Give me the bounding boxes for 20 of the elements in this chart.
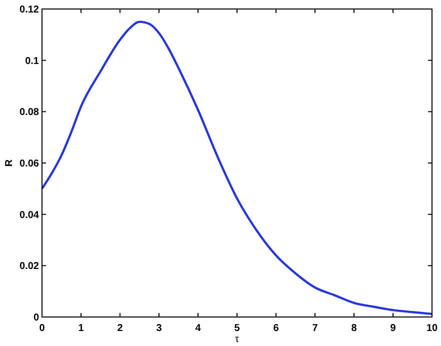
y-tick-label: 0.1 xyxy=(25,56,40,67)
y-tick-label: 0 xyxy=(33,312,40,324)
x-tick-label: 10 xyxy=(426,323,438,334)
x-axis-title: τ xyxy=(235,334,240,345)
y-tick-label: 0.12 xyxy=(20,4,40,16)
x-tick-label: 6 xyxy=(273,323,280,334)
y-axis-title: R xyxy=(4,158,15,167)
line-series xyxy=(40,20,434,316)
x-tick-label: 8 xyxy=(351,323,358,334)
y-tick-label: 0.04 xyxy=(20,210,40,221)
x-tick-label: 7 xyxy=(312,323,318,334)
x-tick-label: 1 xyxy=(78,323,84,334)
x-tick-label: 4 xyxy=(195,323,202,334)
x-tick-label: 2 xyxy=(117,323,124,334)
x-tick-label: 9 xyxy=(390,323,396,334)
y-tick-label: 0.02 xyxy=(20,261,40,272)
x-tick-label: 3 xyxy=(156,323,162,334)
y-tick-label: 0.06 xyxy=(20,158,40,170)
y-tick-label: 0.08 xyxy=(20,107,40,118)
x-tick-label: 5 xyxy=(234,323,240,334)
